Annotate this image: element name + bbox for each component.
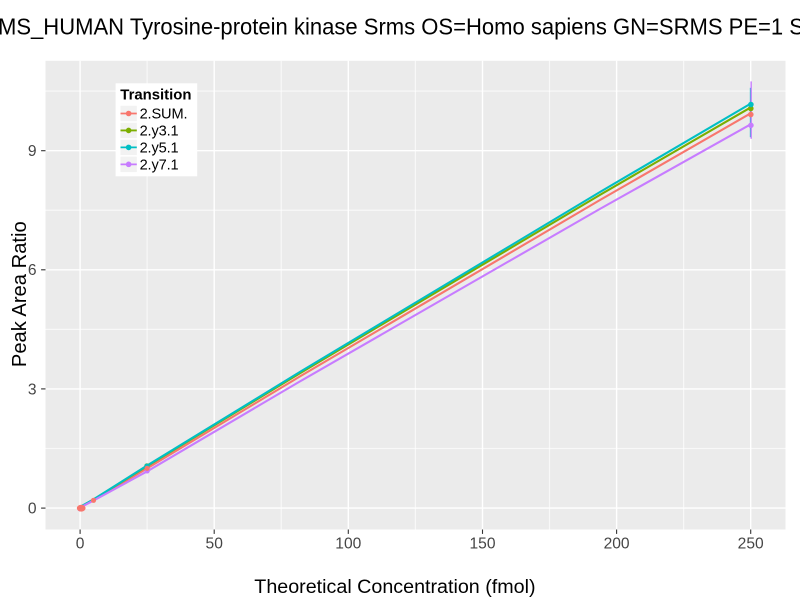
svg-text:150: 150 [469,536,495,553]
svg-text:2.y7.1: 2.y7.1 [140,157,179,173]
svg-text:MS_HUMAN Tyrosine-protein kina: MS_HUMAN Tyrosine-protein kinase Srms OS… [0,14,800,40]
svg-text:200: 200 [604,536,630,553]
svg-text:6: 6 [28,262,37,279]
svg-text:0: 0 [76,536,85,553]
svg-text:250: 250 [738,536,764,553]
svg-text:100: 100 [335,536,361,553]
svg-text:2.SUM.: 2.SUM. [140,107,188,123]
svg-text:0: 0 [28,501,37,518]
svg-text:2.y5.1: 2.y5.1 [140,141,179,157]
svg-text:Peak Area Ratio: Peak Area Ratio [9,221,31,367]
svg-text:Transition: Transition [120,87,191,103]
svg-text:2.y3.1: 2.y3.1 [140,124,179,140]
svg-text:3: 3 [28,381,37,398]
svg-text:50: 50 [206,536,224,553]
svg-text:Theoretical Concentration (fmo: Theoretical Concentration (fmol) [254,576,535,598]
svg-text:9: 9 [28,143,37,160]
